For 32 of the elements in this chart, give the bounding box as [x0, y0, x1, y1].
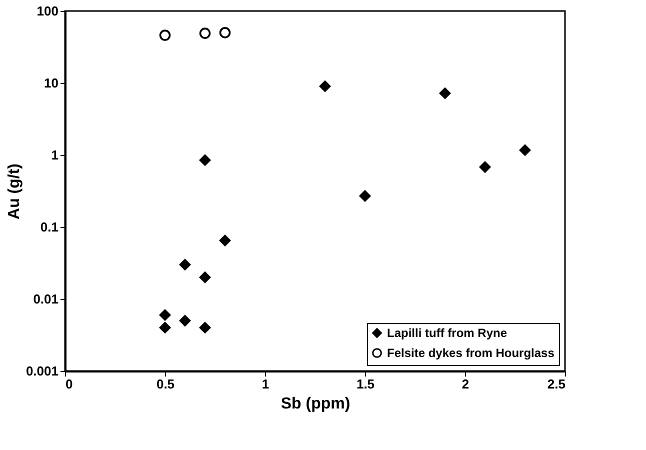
y-tick-label: 10	[44, 76, 58, 90]
point	[199, 28, 211, 39]
y-tick-label: 0.01	[33, 292, 58, 306]
y-axis-title: Au (g/t)	[6, 164, 23, 220]
y-tick-label: 0.001	[26, 364, 58, 378]
x-tick-label: 0.5	[156, 376, 175, 392]
point	[159, 309, 171, 321]
y-tick-label: 1	[51, 148, 58, 162]
x-tick-label: 0	[66, 376, 73, 392]
point	[479, 161, 491, 173]
x-tick-label: 1.5	[356, 376, 375, 392]
point	[439, 88, 451, 99]
y-tick-label: 100	[36, 4, 58, 18]
x-tick-label: 2	[462, 376, 470, 392]
point	[179, 315, 191, 326]
point	[159, 30, 171, 41]
x-axis-title: Sb (ppm)	[280, 396, 350, 412]
point	[319, 80, 331, 92]
legend-label: Lapilli tuff from Ryne	[387, 326, 508, 340]
y-tick-label: 0.1	[40, 220, 58, 234]
x-tick-label: 2.5	[547, 376, 566, 392]
point	[519, 144, 531, 156]
point	[179, 259, 191, 270]
point	[199, 272, 211, 283]
point	[359, 190, 371, 202]
point	[219, 234, 231, 246]
point	[219, 27, 231, 38]
point	[199, 322, 211, 334]
x-tick-label: 1	[262, 376, 270, 392]
point	[159, 322, 171, 334]
point	[199, 154, 211, 166]
legend-label: Felsite dykes from Hourglass	[387, 346, 555, 360]
